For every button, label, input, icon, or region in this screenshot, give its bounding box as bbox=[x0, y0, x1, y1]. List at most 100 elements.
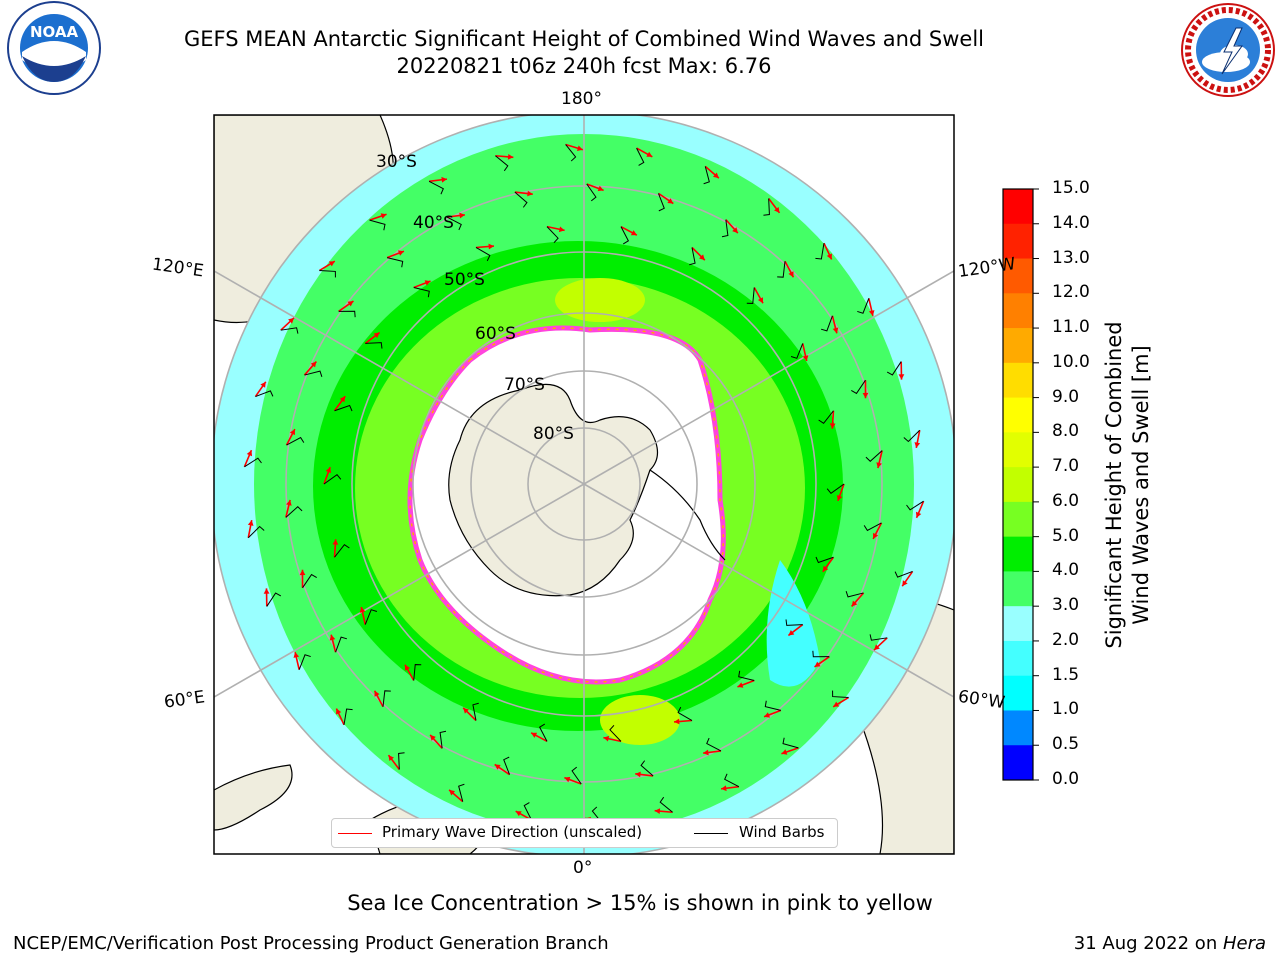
map-frame bbox=[213, 114, 955, 855]
colorbar-segment bbox=[1003, 710, 1033, 746]
wave-arrow-head bbox=[359, 607, 366, 613]
colorbar-tick-label: 11.0 bbox=[1052, 317, 1090, 338]
wave-arrow-head bbox=[814, 661, 821, 667]
wind-barb bbox=[304, 370, 323, 377]
wind-barb bbox=[286, 436, 305, 446]
wave-arrow-head bbox=[527, 190, 533, 197]
chart-title: GEFS MEAN Antarctic Significant Height o… bbox=[183, 27, 985, 51]
wind-barb bbox=[869, 634, 888, 641]
lat-label-30s: 30°S bbox=[376, 152, 417, 172]
wave-arrow-head bbox=[289, 429, 295, 436]
wind-barb bbox=[640, 760, 654, 777]
colorbar-segment bbox=[1003, 293, 1033, 329]
wind-barb bbox=[335, 636, 348, 653]
wave-direction-arrows bbox=[243, 143, 925, 825]
wind-barb bbox=[323, 474, 342, 485]
wind-barb bbox=[338, 310, 356, 318]
wave-arrow-head bbox=[286, 499, 292, 506]
wind-barb bbox=[475, 247, 491, 262]
wave-arrow-head bbox=[851, 600, 858, 607]
wave-arrow-head bbox=[564, 776, 571, 783]
wind-barb bbox=[285, 506, 303, 518]
nws-logo bbox=[1181, 3, 1275, 97]
wave-arrow-head bbox=[873, 532, 879, 539]
wave-arrow-head bbox=[441, 176, 447, 183]
colorbar-tick-label: 2.0 bbox=[1052, 629, 1080, 650]
wind-barb bbox=[657, 193, 665, 212]
wave-arrow-head bbox=[336, 708, 342, 715]
lon-label-0: 0° bbox=[573, 858, 593, 878]
wave-arrow-head bbox=[646, 151, 653, 157]
lat-label-70s: 70°S bbox=[504, 375, 545, 395]
wind-barb bbox=[763, 198, 770, 216]
wind-barb bbox=[764, 700, 781, 711]
wave-arrow-head bbox=[902, 580, 908, 587]
svg-text:NOAA: NOAA bbox=[30, 23, 79, 41]
wind-barb bbox=[266, 592, 282, 607]
wave-arrow-head bbox=[328, 261, 335, 267]
wind-barb bbox=[815, 243, 825, 260]
colorbar-frame bbox=[1002, 188, 1034, 781]
wave-arrow-head bbox=[832, 327, 839, 334]
wind-barb bbox=[689, 247, 696, 266]
wind-barb bbox=[364, 609, 378, 625]
wind-barb bbox=[815, 556, 834, 564]
wave-arrow-head bbox=[699, 254, 705, 261]
wave-arrow-head bbox=[507, 153, 514, 160]
wave-arrow-head bbox=[898, 374, 905, 380]
colorbar-tick-label: 0.5 bbox=[1052, 734, 1080, 755]
wave-arrow-head bbox=[829, 423, 836, 429]
wave-arrow-head bbox=[788, 629, 795, 636]
wave-arrow-head bbox=[822, 565, 829, 572]
wave-arrow-head bbox=[802, 355, 809, 361]
wind-barb bbox=[413, 664, 422, 681]
legend-wave-swatch bbox=[338, 833, 372, 834]
lat-label-80s: 80°S bbox=[533, 424, 574, 444]
wind-barb bbox=[298, 654, 311, 670]
colorbar-segment bbox=[1003, 536, 1033, 572]
wave-arrow-head bbox=[876, 462, 882, 469]
wind-barb bbox=[820, 315, 833, 332]
wave-arrow-head bbox=[788, 271, 794, 278]
wind-barb bbox=[863, 522, 882, 532]
wind-barb bbox=[369, 219, 386, 231]
wave-arrow-head bbox=[833, 701, 840, 707]
wind-barb bbox=[906, 500, 924, 511]
wave-arrow-head bbox=[293, 652, 300, 658]
wave-arrow-head bbox=[757, 297, 764, 304]
wind-barb bbox=[514, 191, 528, 208]
wave-arrow-head bbox=[914, 442, 921, 448]
date-text: 31 Aug 2022 on Hera bbox=[1074, 933, 1266, 954]
colorbar-title: Significant Height of Combined Wind Wave… bbox=[1101, 321, 1155, 648]
wind-barb bbox=[903, 429, 921, 443]
legend-wind-swatch bbox=[694, 833, 728, 834]
wind-barb bbox=[703, 166, 710, 185]
colorbar-tick-label: 15.0 bbox=[1052, 178, 1090, 198]
colorbar-segment bbox=[1003, 501, 1033, 538]
wave-arrow-head bbox=[374, 690, 380, 697]
wave-arrow-head bbox=[397, 250, 404, 256]
wind-barb bbox=[812, 650, 830, 658]
wave-arrow-head bbox=[737, 682, 744, 688]
lat-label-60s: 60°S bbox=[475, 324, 516, 344]
colorbar-segment bbox=[1003, 328, 1033, 364]
colorbar-tick-label: 5.0 bbox=[1052, 525, 1080, 546]
wave-arrow-head bbox=[558, 226, 565, 233]
wind-barb bbox=[677, 706, 693, 721]
wave-arrow-head bbox=[430, 734, 436, 741]
noaa-logo: NOAA bbox=[7, 1, 101, 95]
colorbar-tick-label: 3.0 bbox=[1052, 595, 1080, 616]
wave-arrow-head bbox=[388, 755, 394, 762]
wave-arrow-head bbox=[373, 332, 380, 339]
wind-barb bbox=[782, 737, 799, 749]
wind-barb bbox=[886, 361, 902, 376]
wave-arrow-head bbox=[915, 511, 922, 518]
wave-arrow-head bbox=[764, 712, 771, 718]
wind-barb bbox=[865, 450, 883, 462]
colorbar-tick-label: 12.0 bbox=[1052, 282, 1090, 303]
lat-label-50s: 50°S bbox=[444, 270, 485, 290]
wave-arrow-head bbox=[703, 749, 709, 756]
wave-arrow-head bbox=[299, 569, 306, 576]
wave-arrow-head bbox=[674, 718, 680, 725]
wind-barb bbox=[334, 543, 350, 558]
